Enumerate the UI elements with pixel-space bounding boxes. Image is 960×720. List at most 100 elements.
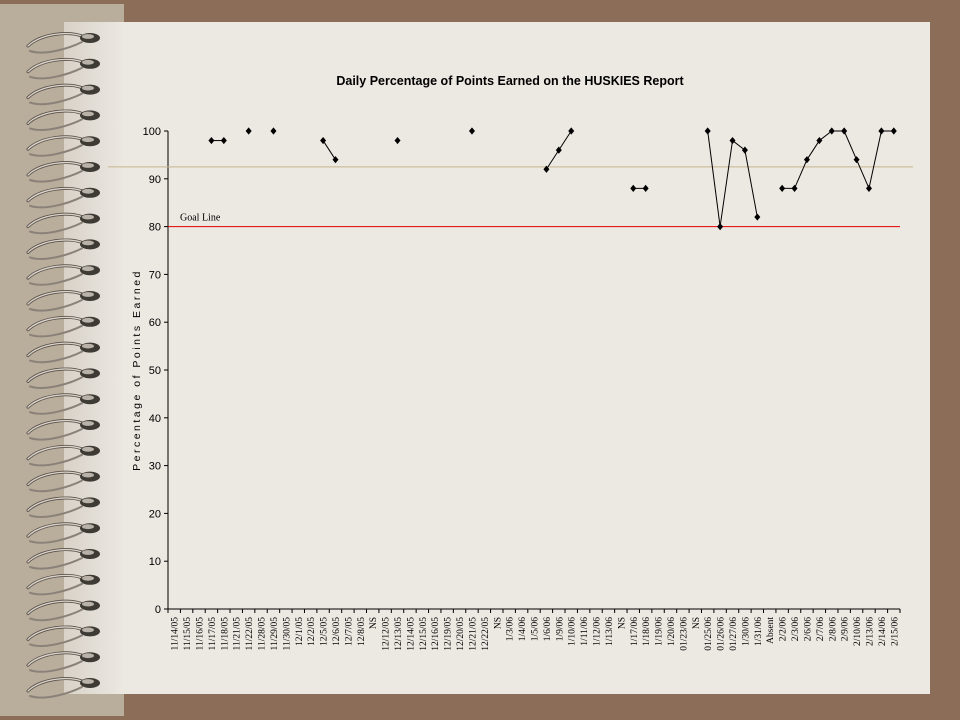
x-tick-label: 12/5/05	[320, 617, 330, 646]
series-segment	[819, 130, 833, 141]
x-tick-label: 12/2/05	[307, 617, 317, 646]
spiral-ring-icon	[26, 470, 100, 493]
x-ticks: 11/14/05 11/15/05 11/16/05 11/17/05 11/18/05…	[167, 609, 901, 651]
series-segment	[719, 140, 734, 227]
x-tick-label: 2/9/06	[841, 617, 851, 642]
spiral-ring-icon	[26, 109, 100, 131]
spiral-ring-icon	[26, 651, 100, 673]
x-tick-label: 12/20/05	[456, 617, 466, 651]
x-tick-label: 1/5/06	[531, 617, 541, 642]
chart-title: Daily Percentage of Points Earned on the…	[336, 74, 684, 88]
x-tick-label: 12/6/05	[332, 617, 342, 646]
spiral-ring-icon	[26, 625, 100, 647]
y-tick-label: 50	[149, 365, 161, 377]
x-tick-label: 01/26/06	[717, 617, 727, 651]
x-tick-label: 01/25/06	[704, 617, 714, 651]
x-tick-label: 1/17/06	[630, 617, 640, 646]
data-point	[803, 156, 810, 164]
x-tick-label: 12/8/05	[357, 617, 367, 646]
x-tick-label: 01/27/06	[729, 617, 739, 651]
y-axis-label: Percentage of Points Earned	[131, 269, 143, 471]
x-tick-label: 11/28/05	[258, 617, 268, 651]
x-tick-label: 11/30/05	[282, 617, 292, 651]
series-lines	[211, 130, 894, 227]
x-tick-label: 11/18/05	[220, 617, 230, 651]
x-tick-label: 1/31/06	[754, 617, 764, 646]
x-tick-label: 12/22/05	[481, 617, 491, 651]
data-point	[320, 136, 327, 145]
spiral-ring-icon	[26, 83, 100, 106]
x-tick-label: 2/10/06	[853, 617, 863, 646]
x-tick-label: 1/12/06	[593, 617, 603, 646]
x-tick-label: NS	[692, 617, 702, 629]
data-point	[642, 184, 649, 192]
spiral-ring-icon	[26, 186, 100, 209]
x-tick-label: 12/12/05	[382, 617, 392, 651]
x-tick-label: 12/13/05	[394, 617, 404, 651]
series-segment	[322, 140, 336, 160]
spiral-ring-icon	[26, 161, 100, 183]
x-tick-label: 12/15/05	[419, 617, 429, 651]
series-segment	[794, 159, 808, 189]
data-point	[841, 127, 848, 135]
goal-line-label: Goal Line	[180, 213, 221, 224]
spiral-ring-icon	[26, 496, 100, 518]
data-point	[717, 223, 724, 231]
axes	[167, 131, 900, 610]
x-tick-label: 12/16/05	[431, 617, 441, 651]
data-point	[332, 156, 339, 164]
y-tick-label: 60	[149, 317, 161, 329]
x-tick-label: 1/3/06	[506, 617, 516, 642]
x-tick-label: NS	[369, 617, 379, 629]
x-tick-label: 2/2/06	[779, 617, 789, 642]
x-tick-label: 11/15/05	[183, 617, 193, 651]
data-point	[704, 127, 711, 135]
spiral-ring-icon	[26, 264, 100, 286]
x-tick-label: NS	[493, 617, 503, 629]
spiral-ring-icon	[26, 444, 100, 467]
y-tick-label: 30	[149, 461, 161, 473]
spiral-ring-icon	[26, 677, 100, 699]
x-tick-label: 01/23/06	[679, 617, 689, 651]
x-tick-label: 11/17/05	[208, 617, 218, 651]
data-point	[741, 146, 748, 154]
x-tick-label: 2/8/06	[828, 617, 838, 642]
data-point	[828, 127, 835, 135]
y-tick-label: 100	[143, 126, 161, 138]
spiral-ring-icon	[26, 599, 100, 622]
reference-lines: Goal Line	[108, 166, 913, 228]
data-point	[779, 184, 786, 192]
spiral-ring-icon	[26, 522, 100, 544]
x-tick-label: Absent	[766, 617, 776, 644]
spiral-ring-icon	[26, 393, 100, 415]
data-point	[816, 136, 823, 145]
x-tick-label: 11/21/05	[233, 617, 243, 651]
x-tick-label: 12/1/05	[295, 617, 305, 646]
x-tick-label: 11/14/05	[171, 617, 181, 651]
spiral-ring-icon	[26, 238, 100, 260]
data-point	[729, 136, 736, 145]
series-segment	[732, 140, 746, 151]
series-segment	[856, 159, 870, 189]
spiral-ring-icon	[26, 419, 100, 441]
data-point	[208, 136, 215, 145]
x-tick-label: 2/6/06	[803, 617, 813, 642]
data-point	[890, 127, 897, 135]
spiral-ring-icon	[26, 57, 100, 80]
y-tick-label: 0	[155, 604, 161, 616]
x-tick-label: 1/20/06	[667, 617, 677, 646]
data-point	[468, 127, 475, 135]
data-point	[394, 136, 401, 145]
data-point	[543, 165, 550, 173]
spiral-ring-icon	[26, 315, 100, 338]
x-tick-label: 11/16/05	[196, 617, 206, 651]
y-tick-label: 20	[149, 508, 161, 520]
x-tick-label: 1/19/06	[655, 617, 665, 646]
x-tick-label: 1/9/06	[555, 617, 565, 642]
x-tick-label: 2/14/06	[878, 617, 888, 646]
data-point	[630, 184, 637, 192]
data-point	[754, 213, 761, 221]
y-tick-label: 40	[149, 413, 161, 425]
series-segment	[806, 140, 820, 160]
